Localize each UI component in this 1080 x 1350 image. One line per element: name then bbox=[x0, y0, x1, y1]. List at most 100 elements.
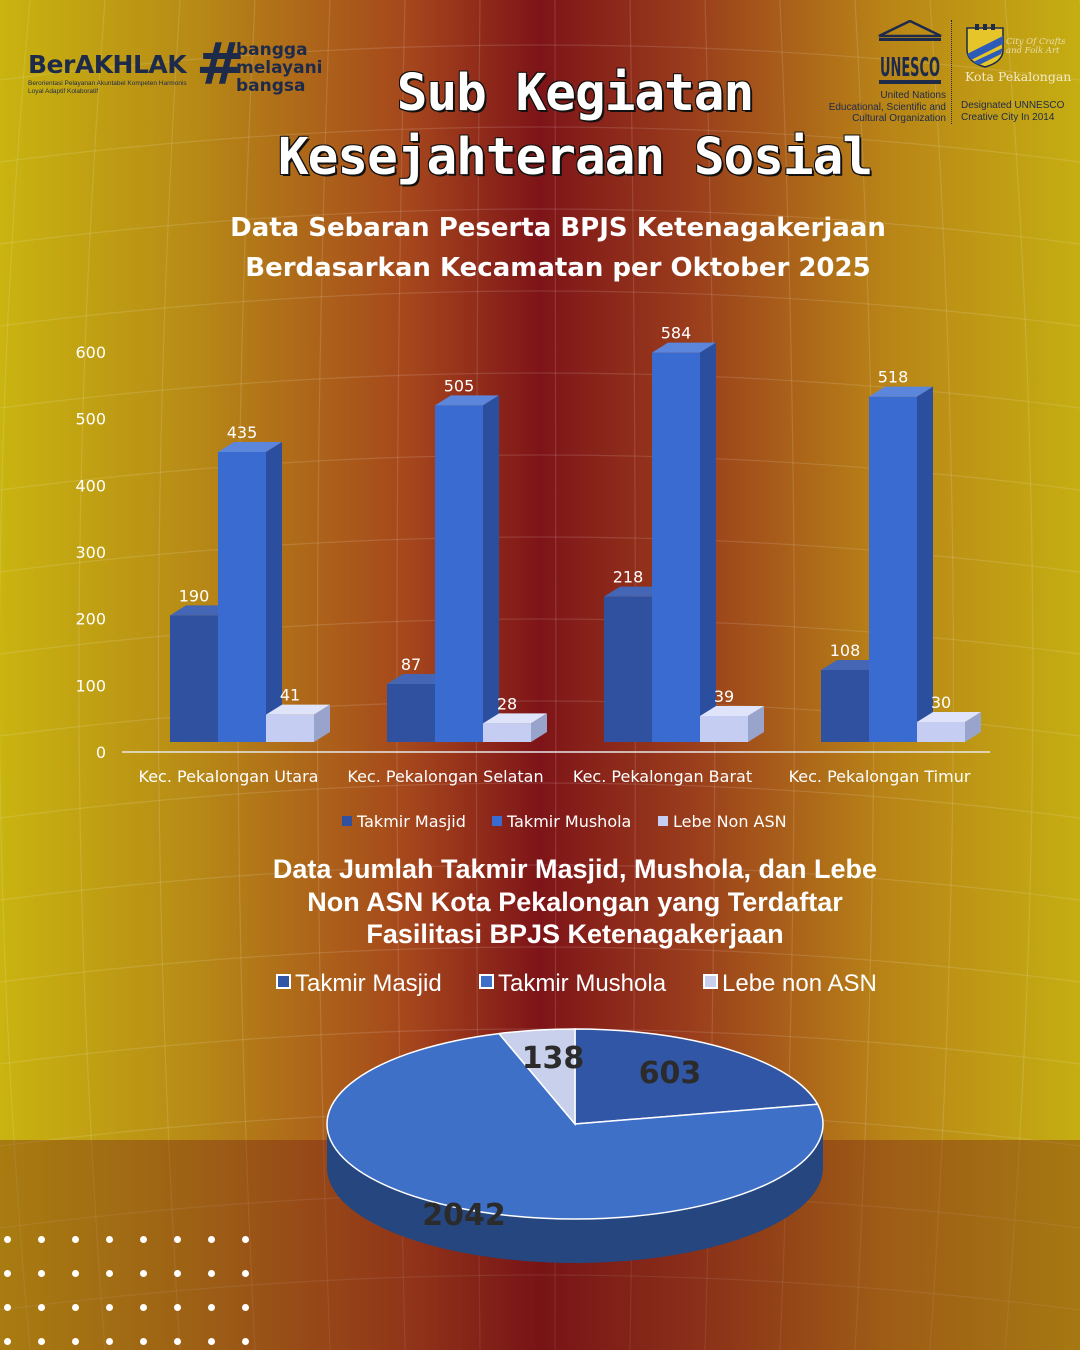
grid-line bbox=[0, 208, 1080, 245]
decorative-dot bbox=[106, 1304, 113, 1311]
decorative-dot bbox=[208, 1236, 215, 1243]
bar-top bbox=[218, 442, 282, 452]
bar-data-label: 108 bbox=[830, 641, 861, 660]
berakhlak-logo: BerAKHLAK bbox=[28, 50, 187, 79]
grid-line bbox=[0, 946, 1080, 983]
grid-line bbox=[157, 0, 181, 1350]
pie-legend-item-lebe: Lebe non ASN bbox=[703, 970, 877, 998]
bar-top bbox=[700, 706, 764, 716]
decorative-dot bbox=[106, 1236, 113, 1243]
y-tick-label: 400 bbox=[75, 476, 106, 495]
bar-data-label: 190 bbox=[179, 586, 210, 605]
decorative-dot bbox=[140, 1270, 147, 1277]
decorative-dot bbox=[208, 1338, 215, 1345]
bar-side bbox=[700, 342, 716, 742]
decorative-dot bbox=[38, 1338, 45, 1345]
legend-swatch bbox=[342, 816, 352, 826]
bar-top bbox=[869, 386, 933, 397]
bar bbox=[170, 615, 218, 742]
bar-chart-title-line-2: Berdasarkan Kecamatan per Oktober 2025 bbox=[245, 253, 871, 283]
bar bbox=[652, 352, 700, 742]
grid-line bbox=[0, 864, 1080, 901]
pie-data-label: 603 bbox=[639, 1056, 702, 1091]
bar-data-label: 41 bbox=[280, 686, 300, 705]
bar bbox=[387, 684, 435, 742]
bar-chart-title-line-1: Data Sebaran Peserta BPJS Ketenagakerjaa… bbox=[230, 213, 886, 243]
bar-data-label: 435 bbox=[227, 423, 258, 442]
bar-top bbox=[652, 342, 716, 353]
decorative-dot bbox=[242, 1236, 249, 1243]
x-tick-label: Kec. Pekalongan Selatan bbox=[347, 767, 543, 786]
decorative-dot bbox=[140, 1338, 147, 1345]
decorative-dot bbox=[4, 1270, 11, 1277]
bar-top bbox=[266, 704, 330, 715]
x-tick-label: Kec. Pekalongan Barat bbox=[573, 767, 752, 786]
legend-swatch bbox=[658, 816, 668, 826]
logo-divider bbox=[951, 20, 952, 124]
decorative-dot bbox=[140, 1304, 147, 1311]
pie-chart: 603 2042 138 bbox=[326, 1028, 824, 1263]
bar-top bbox=[483, 713, 547, 724]
decorative-dot bbox=[38, 1270, 45, 1277]
grid-line bbox=[0, 1274, 1080, 1311]
bar-side bbox=[917, 386, 933, 742]
bar bbox=[821, 670, 869, 742]
x-tick-label: Kec. Pekalongan Timur bbox=[789, 767, 971, 786]
decorative-dot bbox=[106, 1270, 113, 1277]
grid-line bbox=[0, 126, 1080, 163]
decorative-dot bbox=[4, 1304, 11, 1311]
bar-side bbox=[266, 442, 282, 742]
pie-legend-item-masjid: Takmir Masjid bbox=[276, 970, 442, 998]
city-of-crafts-tag: City Of Crafts and Folk Art bbox=[1006, 37, 1066, 56]
y-tick-label: 300 bbox=[75, 543, 106, 562]
decorative-dot bbox=[38, 1236, 45, 1243]
decorative-dot bbox=[4, 1338, 11, 1345]
unesco-temple-icon: UNESCO bbox=[878, 20, 942, 84]
pie-slice-side bbox=[327, 1124, 823, 1263]
main-title-line-1: Sub Kegiatan bbox=[396, 64, 754, 123]
pie-legend-label: Lebe non ASN bbox=[722, 970, 877, 997]
grid-line bbox=[0, 782, 1080, 819]
pie-slice bbox=[497, 1028, 576, 1127]
legend-label: Takmir Mushola bbox=[506, 812, 631, 831]
pie-legend-swatch bbox=[479, 974, 494, 989]
decorative-dot bbox=[38, 1304, 45, 1311]
decorative-dot bbox=[4, 1236, 11, 1243]
bar bbox=[266, 714, 314, 742]
bar bbox=[917, 722, 965, 742]
decorative-dot bbox=[208, 1270, 215, 1277]
bar-side bbox=[965, 712, 981, 742]
tagline-line-1: bangga bbox=[236, 40, 308, 60]
bar-data-label: 87 bbox=[401, 655, 421, 674]
city-emblem-icon bbox=[966, 24, 1004, 68]
grid-line bbox=[0, 0, 31, 1350]
bar bbox=[435, 405, 483, 742]
main-title-line-2: Kesejahteraan Sosial bbox=[277, 128, 873, 187]
unesco-logo-text: UNESCO bbox=[880, 53, 940, 83]
tagline-line-3: bangsa bbox=[236, 76, 306, 96]
bar-data-label: 584 bbox=[661, 324, 692, 343]
decorative-dot bbox=[72, 1304, 79, 1311]
bar bbox=[700, 716, 748, 742]
pie-data-label: 138 bbox=[522, 1041, 585, 1076]
bar bbox=[483, 723, 531, 742]
bar-side bbox=[748, 706, 764, 742]
bar-data-label: 505 bbox=[444, 376, 475, 395]
decorative-dot bbox=[106, 1338, 113, 1345]
pie-chart-title-line-3: Fasilitasi BPJS Ketenagakerjaan bbox=[366, 919, 784, 949]
grid-line bbox=[78, 0, 106, 1350]
pie-chart-title-line-2: Non ASN Kota Pekalongan yang Terdaftar bbox=[307, 887, 843, 917]
pie-legend-swatch bbox=[276, 974, 291, 989]
city-caption: Designated UNNESCO Creative City In 2014 bbox=[961, 100, 1065, 123]
grid-line bbox=[1004, 0, 1034, 1350]
grid-line bbox=[0, 290, 1080, 327]
hashtag-icon: # bbox=[196, 30, 245, 98]
grid-line bbox=[0, 1028, 1080, 1065]
pie-legend-label: Takmir Masjid bbox=[295, 970, 442, 997]
bar-top bbox=[917, 712, 981, 722]
bar-data-label: 28 bbox=[497, 694, 517, 713]
bar-side bbox=[314, 704, 330, 742]
grid-line bbox=[0, 44, 1080, 81]
grid-line bbox=[929, 0, 954, 1350]
bar-data-label: 518 bbox=[878, 368, 909, 387]
